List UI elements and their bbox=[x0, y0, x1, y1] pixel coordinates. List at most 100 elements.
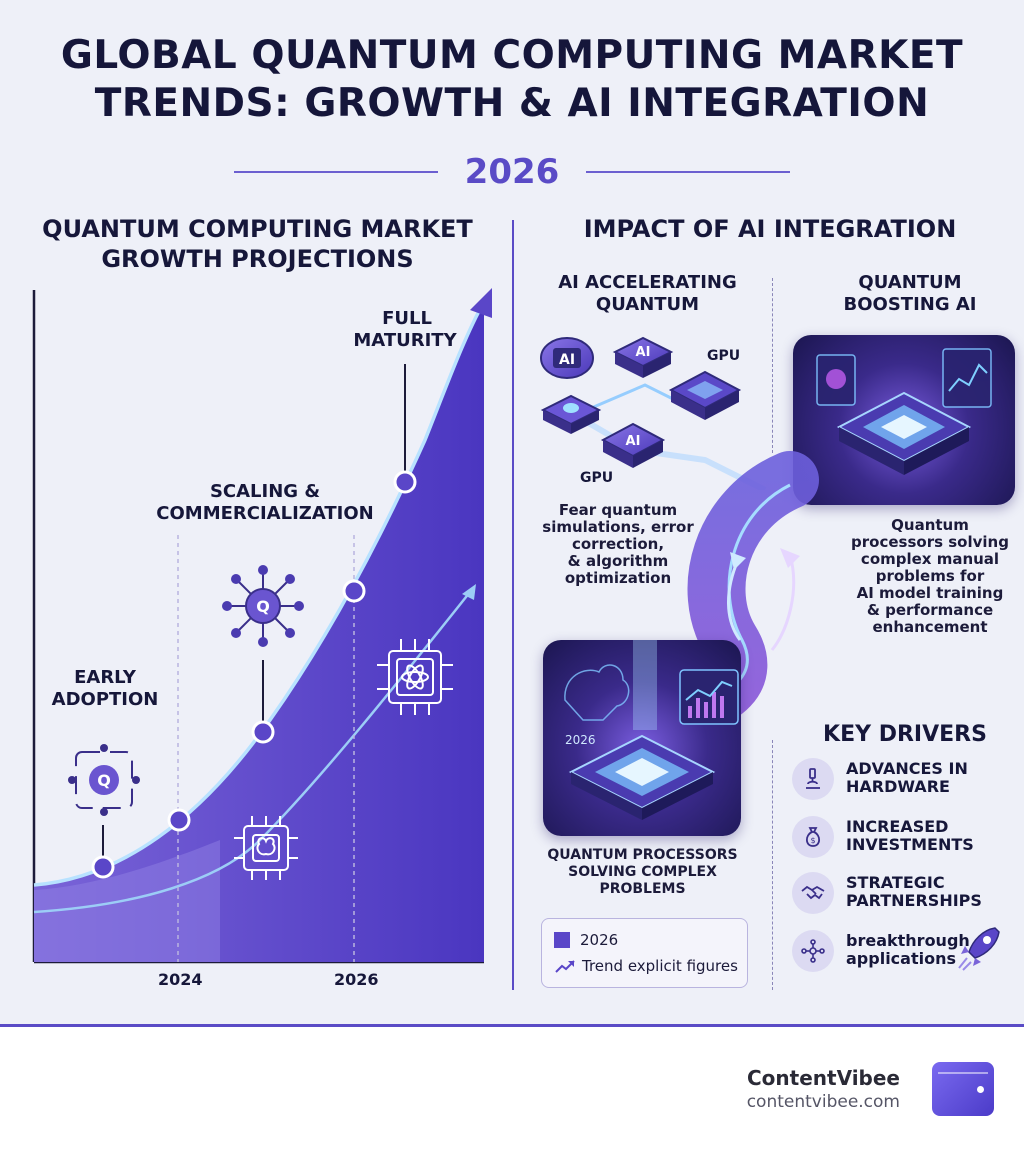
page-title: GLOBAL QUANTUM COMPUTING MARKET TRENDS: … bbox=[0, 32, 1024, 128]
left-desc-line: correction, bbox=[571, 535, 665, 553]
left-desc-line: optimization bbox=[564, 569, 672, 587]
right-desc-line: problems for bbox=[875, 567, 985, 585]
x-label-2024: 2024 bbox=[158, 970, 203, 989]
gpu-label-top: GPU bbox=[707, 348, 740, 364]
key-drivers-title: KEY DRIVERS bbox=[823, 722, 987, 747]
quantum-boosting-line-2: BOOSTING AI bbox=[843, 294, 977, 315]
svg-text:Q: Q bbox=[97, 771, 111, 790]
stage-full-maturity-2: MATURITY bbox=[330, 330, 480, 352]
growth-chart: Q Q bbox=[32, 288, 492, 964]
legend-trend-label: Trend explicit figures bbox=[582, 957, 738, 975]
ai-divider-bottom bbox=[772, 740, 773, 990]
brand-name: ContentVibee bbox=[746, 1066, 900, 1090]
point-early bbox=[91, 855, 115, 879]
svg-text:AI: AI bbox=[626, 434, 641, 449]
driver-label: STRATEGIC PARTNERSHIPS bbox=[846, 874, 982, 910]
year-divider-left bbox=[234, 171, 438, 173]
legend-item-year: 2026 bbox=[554, 929, 618, 951]
flow-arrow-down bbox=[780, 548, 800, 568]
driver-line: PARTNERSHIPS bbox=[846, 891, 982, 910]
stage-full-line-2: MATURITY bbox=[353, 330, 457, 351]
atom-chip-icon bbox=[377, 639, 453, 715]
gpu-label-bottom: GPU bbox=[580, 470, 614, 486]
caption-line: PROBLEMS bbox=[599, 881, 686, 897]
stage-full-line-1: FULL bbox=[382, 308, 432, 329]
ai-chip-bottom-icon: AI bbox=[600, 422, 666, 468]
stage-scaling: SCALING & COMMERCIALIZATION bbox=[145, 481, 385, 525]
ai-accelerating-description: Fear quantum simulations, error correcti… bbox=[538, 502, 698, 587]
quantum-boosting-description: Quantum processors solving complex manua… bbox=[850, 517, 1010, 636]
year-label: 2026 bbox=[464, 152, 560, 192]
growth-curve bbox=[33, 301, 486, 887]
ai-accelerating-heading: AI ACCELERATING QUANTUM bbox=[545, 272, 750, 316]
right-desc-line: & performance bbox=[866, 601, 994, 619]
handshake-icon bbox=[792, 872, 834, 914]
stage-scaling-line-1: SCALING & bbox=[209, 481, 321, 502]
ai-chip-icon: AI bbox=[612, 336, 674, 378]
quantum-processor-art bbox=[816, 348, 992, 475]
brain-ai-icon: AI bbox=[540, 337, 594, 379]
x-label-2026: 2026 bbox=[334, 970, 379, 989]
rocket-icon bbox=[958, 927, 1000, 971]
right-desc-line: processors solving bbox=[851, 533, 1009, 551]
q-network-icon: Q bbox=[222, 565, 304, 647]
network-icon bbox=[792, 930, 834, 972]
legend-swatch bbox=[554, 932, 570, 948]
brand-url[interactable]: contentvibee.com bbox=[746, 1092, 900, 1112]
trend-panel bbox=[679, 669, 739, 725]
stage-early-line-2: ADOPTION bbox=[51, 689, 159, 710]
stage-scaling-line-2: COMMERCIALIZATION bbox=[156, 503, 374, 524]
microscope-icon bbox=[792, 758, 834, 800]
svg-text:AI: AI bbox=[559, 352, 575, 368]
growth-section-title: QUANTUM COMPUTING MARKET GROWTH PROJECTI… bbox=[20, 214, 495, 274]
title-line-2: TRENDS: GROWTH & AI INTEGRATION bbox=[94, 81, 930, 126]
ai-chips-illustration: AI AI GPU AI bbox=[540, 336, 767, 490]
driver-line: applications bbox=[846, 949, 956, 968]
point-2026 bbox=[342, 579, 366, 603]
svg-text:Q: Q bbox=[256, 597, 270, 616]
svg-text:$: $ bbox=[810, 836, 815, 845]
right-desc-line: AI model training bbox=[856, 584, 1004, 602]
wallet-logo-icon bbox=[932, 1062, 994, 1116]
flow-arrow-up bbox=[730, 552, 746, 570]
point-scaling bbox=[251, 720, 275, 744]
caption-line: SOLVING COMPLEX bbox=[568, 864, 717, 880]
brand-block: ContentVibee contentvibee.com bbox=[747, 1066, 900, 1112]
driver-line: breakthrough bbox=[846, 931, 970, 950]
svg-text:AI: AI bbox=[636, 345, 651, 360]
legend: 2026 Trend explicit figures bbox=[541, 918, 748, 988]
driver-item: breakthrough applications bbox=[792, 930, 1012, 974]
point-full bbox=[393, 470, 417, 494]
driver-label: ADVANCES IN HARDWARE bbox=[846, 760, 968, 796]
ai-impact-title: IMPACT OF AI INTEGRATION bbox=[583, 215, 957, 243]
stage-early: EARLY ADOPTION bbox=[40, 667, 170, 711]
driver-label: INCREASED INVESTMENTS bbox=[846, 818, 974, 854]
quantum-boosting-heading: QUANTUM BOOSTING AI bbox=[820, 272, 1000, 316]
curve-arrowhead bbox=[470, 288, 492, 318]
ai-divider-top bbox=[772, 278, 773, 453]
year-banner: 2026 bbox=[0, 150, 1024, 194]
caption-line: QUANTUM PROCESSORS bbox=[547, 847, 738, 863]
stage-full-maturity: FULL bbox=[378, 308, 436, 330]
right-desc-line: enhancement bbox=[872, 618, 988, 636]
section-divider bbox=[512, 220, 514, 990]
driver-item: STRATEGIC PARTNERSHIPS bbox=[792, 872, 1012, 916]
legend-item-trend: Trend explicit figures bbox=[554, 955, 738, 977]
year-divider-right bbox=[586, 171, 790, 173]
q-chip-icon: Q bbox=[68, 744, 140, 816]
growth-title-line-2: GROWTH PROJECTIONS bbox=[101, 245, 414, 273]
growth-area bbox=[34, 302, 484, 962]
driver-label: breakthrough applications bbox=[846, 932, 970, 968]
driver-line: ADVANCES IN bbox=[846, 759, 968, 778]
quantum-processors-caption: QUANTUM PROCESSORS SOLVING COMPLEX PROBL… bbox=[540, 847, 745, 898]
secondary-trend-arrowhead bbox=[462, 584, 476, 600]
title-line-1: GLOBAL QUANTUM COMPUTING MARKET bbox=[60, 33, 964, 78]
stage-early-line-1: EARLY bbox=[74, 667, 136, 688]
quantum-processor-card bbox=[793, 335, 1015, 505]
quantum-card-year: 2026 bbox=[565, 733, 596, 747]
driver-line: INVESTMENTS bbox=[846, 835, 974, 854]
driver-item: $ INCREASED INVESTMENTS bbox=[792, 816, 1012, 860]
quantum-base-chip-icon bbox=[540, 394, 602, 434]
driver-line: HARDWARE bbox=[846, 777, 950, 796]
point-2024 bbox=[167, 808, 191, 832]
